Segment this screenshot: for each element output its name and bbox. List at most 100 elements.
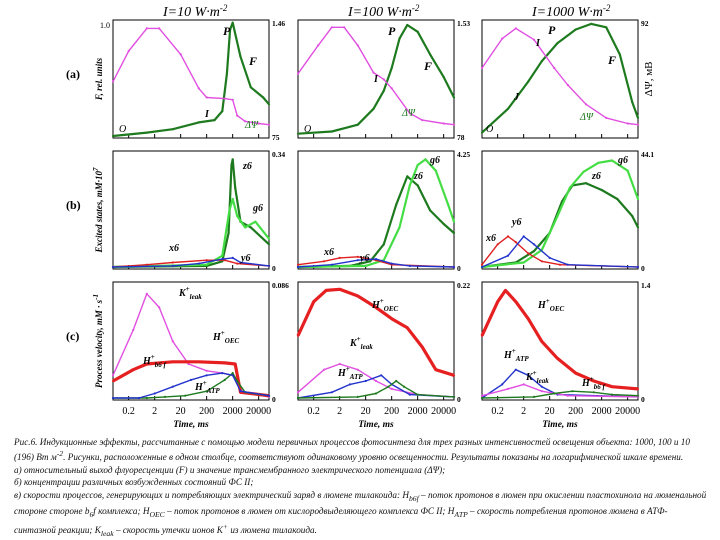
annotation-O: O — [304, 124, 311, 135]
data-point-x6 — [223, 259, 226, 262]
series-Hb6f — [113, 372, 270, 399]
data-point-Hb6f — [403, 385, 406, 388]
data-point-Hb6f — [416, 393, 419, 396]
annotation-P: P — [223, 24, 231, 38]
data-point-g6 — [434, 169, 437, 172]
annotation-z6: z6 — [413, 171, 423, 182]
annotation-plus: + — [512, 347, 516, 355]
data-point-Kleak — [566, 394, 569, 397]
data-point-z6 — [249, 226, 252, 229]
data-point-x6 — [496, 243, 499, 246]
data-point-HOEC — [223, 361, 226, 364]
column-title-sup: -2 — [603, 3, 611, 13]
data-point-HATP — [330, 391, 333, 394]
annotation-I: I — [204, 109, 210, 120]
annotation-main: H — [194, 382, 204, 393]
data-point-Kleak — [187, 362, 190, 366]
data-point-F — [330, 130, 333, 133]
annotation-H_OEC: H+OEC — [212, 329, 240, 345]
data-point-ΔΨ — [605, 116, 608, 119]
annotation-sub: leak — [190, 293, 203, 301]
data-point-Hb6f — [387, 385, 390, 388]
data-point-HATP — [137, 396, 141, 400]
annotation-plus: + — [357, 335, 361, 343]
data-point-g6 — [424, 158, 427, 161]
annotation-sub: OEC — [550, 305, 565, 313]
right-tick-bottom: 0 — [272, 395, 276, 404]
data-point-y6 — [231, 256, 234, 259]
data-point-ΔΨ — [236, 114, 239, 117]
left-tick-top: 1.0 — [100, 21, 110, 30]
data-point-ΔΨ — [372, 71, 375, 74]
data-point-F — [390, 66, 393, 70]
data-point-HATP — [205, 374, 208, 377]
annotation-ΔΨ: ΔΨ — [579, 112, 594, 123]
annotation-H_ATP: H+ATP — [194, 379, 220, 395]
data-point-z6 — [429, 209, 432, 212]
data-point-ΔΨ — [501, 37, 504, 40]
data-point-ΔΨ — [111, 80, 115, 83]
data-point-Hb6f — [374, 392, 378, 395]
data-point-Kleak — [205, 369, 208, 372]
annotation-main: K — [349, 338, 358, 349]
data-point-HATP — [540, 385, 543, 388]
data-point-F — [267, 103, 271, 106]
annotation-sub: leak — [537, 377, 550, 385]
x-tick-label: 20 — [361, 406, 371, 417]
data-point-g6 — [568, 186, 572, 189]
data-point-HOEC — [145, 362, 148, 366]
data-point-HOEC — [296, 334, 300, 337]
annotation-O: O — [486, 124, 493, 135]
data-point-z6 — [395, 203, 398, 206]
data-point-g6 — [556, 214, 559, 218]
data-point-g6 — [221, 254, 224, 257]
data-point-F — [197, 121, 200, 124]
data-point-HOEC — [374, 306, 378, 309]
series-z6 — [112, 158, 270, 269]
y-axis-label-text: Process velocity, mM · s — [94, 299, 104, 388]
x-tick-label: 2 — [337, 406, 342, 417]
caption-paragraph-c: в) скорости процессов, генерирующих и по… — [14, 489, 707, 539]
right-tick-bottom: 0 — [641, 395, 645, 404]
panel-frame — [112, 19, 270, 139]
annotation-x6: x6 — [485, 233, 496, 244]
annotation-plus: + — [203, 379, 207, 387]
data-point-x6 — [527, 252, 530, 255]
series-g6 — [297, 158, 456, 269]
right-tick-top: 92 — [641, 19, 649, 28]
data-point-HATP — [267, 394, 271, 397]
series-HATP — [113, 372, 270, 399]
data-point-y6 — [522, 235, 525, 238]
data-point-g6 — [364, 264, 367, 267]
data-point-ΔΨ — [382, 78, 385, 81]
data-point-Kleak — [296, 391, 300, 394]
data-point-z6 — [406, 175, 409, 178]
data-point-HOEC — [312, 300, 315, 303]
annotation-F: F — [607, 53, 616, 67]
data-point-F — [262, 96, 265, 99]
annotation-g6: g6 — [252, 203, 263, 214]
right-tick-top: 1.53 — [457, 19, 470, 28]
data-point-z6 — [227, 231, 230, 235]
data-point-z6 — [234, 186, 237, 189]
data-point-ΔΨ — [197, 87, 200, 90]
data-point-z6 — [267, 243, 271, 246]
data-point-F — [111, 134, 115, 138]
data-point-x6 — [506, 235, 510, 238]
annotation-main: K — [525, 372, 534, 383]
annotation-x6: x6 — [323, 247, 334, 258]
data-point-HOEC — [540, 340, 543, 343]
annotation-P: P — [388, 24, 396, 38]
right-tick-top: 44.1 — [641, 150, 654, 159]
series-x6 — [481, 235, 639, 268]
data-point-ΔΨ — [296, 72, 300, 75]
data-point-z6 — [616, 197, 619, 201]
annotation-sub: ATP — [349, 373, 364, 381]
data-point-Kleak — [506, 387, 510, 390]
data-point-g6 — [267, 237, 271, 240]
x-tick-label: 2 — [521, 406, 526, 417]
data-point-Hb6f — [163, 395, 167, 398]
data-point-F — [574, 28, 577, 31]
annotation-sub: OEC — [384, 305, 399, 313]
